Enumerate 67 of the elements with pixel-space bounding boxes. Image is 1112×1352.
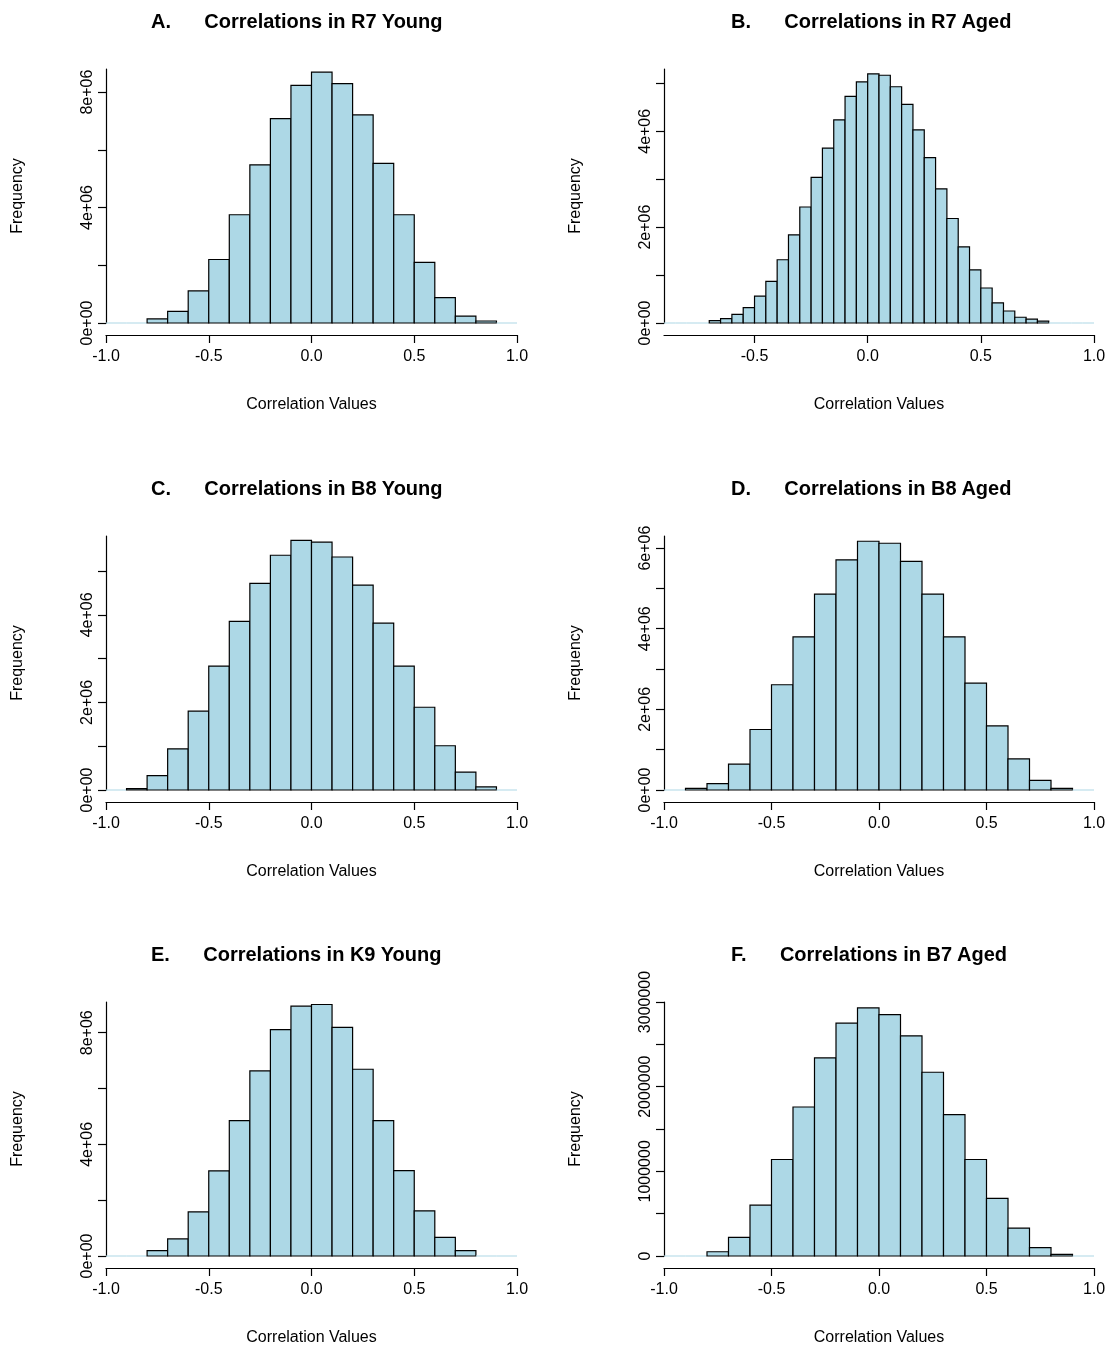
x-axis-title: Correlation Values bbox=[246, 861, 377, 879]
y-tick-label: 0e+00 bbox=[77, 300, 95, 346]
chart-title: A. Correlations in R7 Young bbox=[151, 10, 443, 32]
y-tick-label: 0e+00 bbox=[77, 767, 95, 813]
x-tick-label: 0.5 bbox=[975, 813, 998, 831]
y-tick-label: 4e+06 bbox=[635, 606, 653, 652]
y-tick-label: 0e+00 bbox=[635, 300, 653, 346]
y-tick-label: 4e+06 bbox=[77, 1121, 95, 1167]
y-tick-label: 4e+06 bbox=[635, 108, 653, 154]
y-tick-label: 0e+00 bbox=[635, 767, 653, 813]
y-axis-title: Frequency bbox=[7, 158, 25, 234]
y-tick-label: 2000000 bbox=[635, 1055, 653, 1118]
x-tick-label: -1.0 bbox=[92, 813, 120, 831]
y-axis-title: Frequency bbox=[7, 625, 25, 701]
x-tick-label: 0.0 bbox=[300, 1279, 323, 1297]
x-tick-label: -0.5 bbox=[194, 813, 223, 831]
y-axis-title: Frequency bbox=[7, 1091, 25, 1167]
x-tick-label: -1.0 bbox=[650, 813, 678, 831]
x-tick-label: 0.5 bbox=[403, 1279, 426, 1297]
chart-title: B. Correlations in R7 Aged bbox=[731, 10, 1012, 32]
x-axis-title: Correlation Values bbox=[246, 394, 377, 412]
x-tick-label: 0.0 bbox=[867, 1279, 891, 1297]
y-tick-label: 4e+06 bbox=[77, 184, 95, 231]
x-tick-label: -0.5 bbox=[194, 346, 223, 364]
y-tick-label: 4e+06 bbox=[77, 592, 95, 638]
x-tick-label: -1.0 bbox=[92, 346, 120, 364]
x-tick-label: 0.5 bbox=[403, 346, 426, 364]
x-tick-label: 1.0 bbox=[1082, 813, 1106, 831]
x-tick-label: 1.0 bbox=[505, 346, 529, 364]
x-tick-label: -0.5 bbox=[740, 346, 769, 364]
x-tick-label: 0.5 bbox=[975, 1279, 998, 1297]
x-axis-title: Correlation Values bbox=[813, 861, 945, 879]
x-tick-label: -0.5 bbox=[757, 813, 786, 831]
y-axis-title: Frequency bbox=[565, 1091, 583, 1167]
x-tick-label: 0.5 bbox=[969, 346, 993, 364]
x-axis-title: Correlation Values bbox=[246, 1327, 377, 1345]
x-tick-label: 1.0 bbox=[505, 1279, 529, 1297]
x-tick-label: 1.0 bbox=[1082, 346, 1106, 364]
x-tick-label: 1.0 bbox=[1082, 1279, 1106, 1297]
x-tick-label: 0.0 bbox=[856, 346, 879, 364]
y-tick-label: 3000000 bbox=[635, 970, 653, 1034]
chart-title: E. Correlations in K9 Young bbox=[151, 943, 442, 965]
y-tick-label: 0 bbox=[635, 1251, 653, 1261]
y-tick-label: 8e+06 bbox=[77, 1010, 95, 1056]
y-tick-label: 6e+06 bbox=[635, 525, 653, 571]
x-tick-label: 0.0 bbox=[300, 346, 323, 364]
y-tick-label: 0e+00 bbox=[77, 1233, 95, 1279]
chart-title: D. Correlations in B8 Aged bbox=[731, 477, 1012, 499]
x-tick-label: -0.5 bbox=[194, 1279, 223, 1297]
chart-title: F. Correlations in B7 Aged bbox=[731, 943, 1007, 965]
y-tick-label: 2e+06 bbox=[635, 686, 653, 732]
y-tick-label: 8e+06 bbox=[77, 69, 95, 115]
y-tick-label: 2e+06 bbox=[77, 679, 95, 725]
y-tick-label: 2e+06 bbox=[635, 204, 653, 250]
y-axis-title: Frequency bbox=[565, 625, 583, 701]
x-tick-label: 1.0 bbox=[505, 813, 529, 831]
x-tick-label: 0.5 bbox=[403, 813, 426, 831]
x-axis-title: Correlation Values bbox=[813, 394, 945, 412]
y-axis-title: Frequency bbox=[565, 158, 583, 234]
x-tick-label: 0.0 bbox=[867, 813, 891, 831]
y-tick-label: 1000000 bbox=[635, 1140, 653, 1203]
x-tick-label: -1.0 bbox=[650, 1279, 678, 1297]
x-tick-label: -0.5 bbox=[757, 1279, 786, 1297]
x-tick-label: 0.0 bbox=[300, 813, 323, 831]
chart-title: C. Correlations in B8 Young bbox=[151, 477, 443, 499]
x-tick-label: -1.0 bbox=[92, 1279, 120, 1297]
x-axis-title: Correlation Values bbox=[813, 1327, 945, 1345]
